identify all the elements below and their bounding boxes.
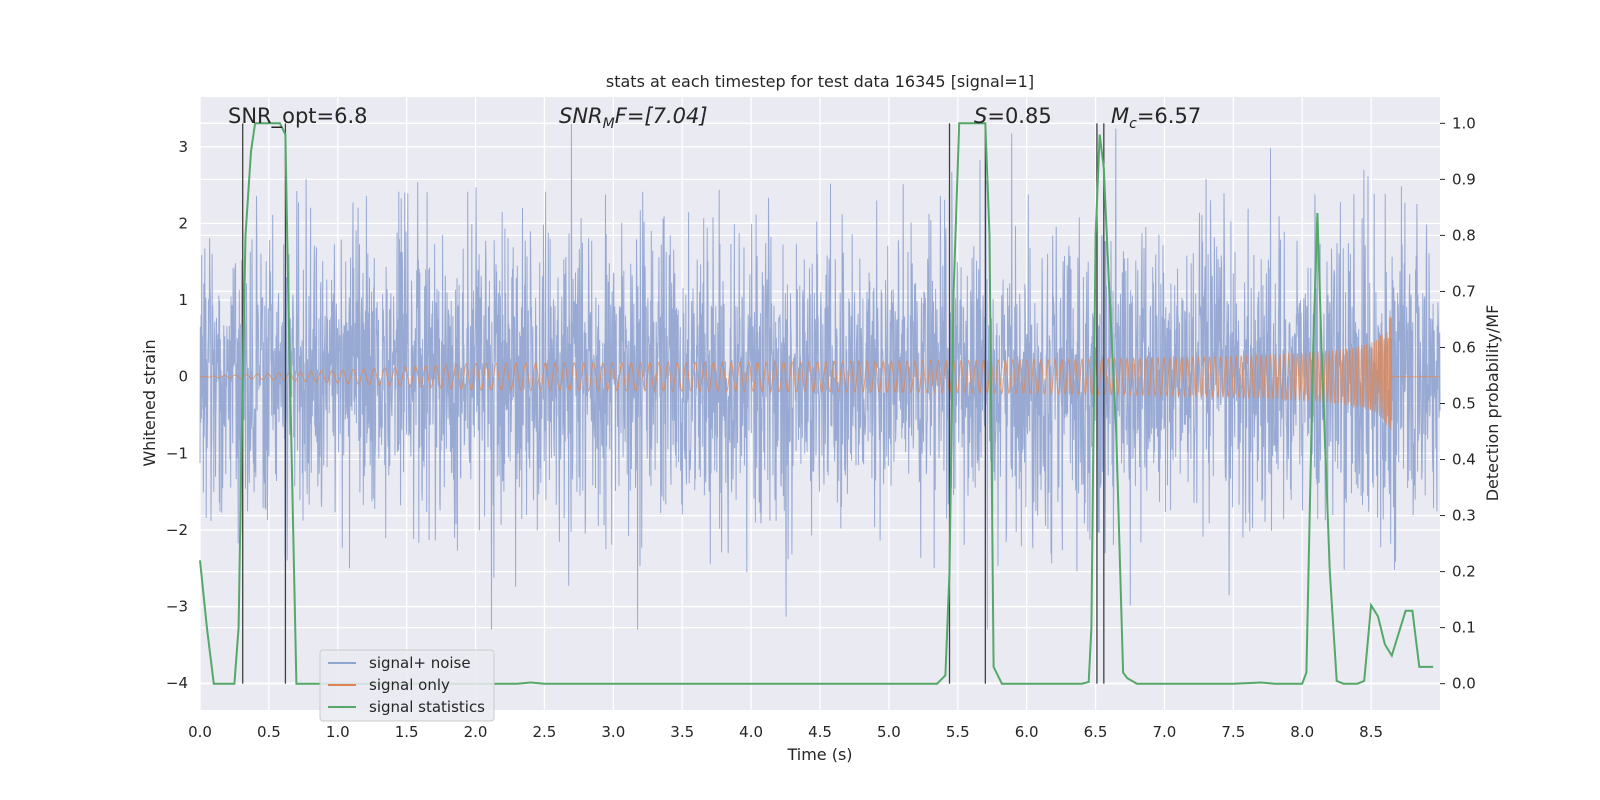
x-tick-label: 0.5 xyxy=(257,723,281,741)
s-value: =0.85 xyxy=(987,104,1051,128)
annotation-s: S=0.85 xyxy=(974,104,1052,128)
y-tick-label-left: 3 xyxy=(178,138,188,156)
snr-mf-subscript: M xyxy=(603,116,615,132)
x-tick-label: 0.0 xyxy=(188,723,212,741)
legend-label-stats: signal statistics xyxy=(369,698,485,716)
noise-series xyxy=(199,123,1441,630)
x-tick-label: 8.0 xyxy=(1290,723,1314,741)
signal-line xyxy=(200,316,1440,430)
x-tick-label: 2.5 xyxy=(533,723,557,741)
mc-symbol: M xyxy=(1111,104,1129,128)
legend-label-noise: signal+ noise xyxy=(369,654,471,672)
x-tick-label: 1.5 xyxy=(395,723,419,741)
x-tick-label: 8.5 xyxy=(1359,723,1383,741)
x-tick-label: 7.5 xyxy=(1221,723,1245,741)
chart-title: stats at each timestep for test data 163… xyxy=(606,72,1034,91)
x-tick-label: 1.0 xyxy=(326,723,350,741)
mc-value: =6.57 xyxy=(1137,104,1201,128)
noise-line xyxy=(199,123,1441,630)
legend-box xyxy=(319,649,495,722)
y-tick-label-right: 0.8 xyxy=(1452,226,1476,244)
y-axis-label-right: Detection probability/MF xyxy=(1483,305,1502,502)
y-tick-label-left: 1 xyxy=(178,291,188,309)
y-tick-label-left: −3 xyxy=(166,598,188,616)
x-axis-label: Time (s) xyxy=(786,745,852,764)
y-ticks-right: 1.0 0.9 0.8 0.7 0.6 0.5 0.4 0.3 0.2 0.1 0.0 xyxy=(1440,114,1476,693)
x-tick-label: 3.0 xyxy=(601,723,625,741)
x-tick-label: 6.5 xyxy=(1084,723,1108,741)
y-tick-label-right: 0.9 xyxy=(1452,170,1476,188)
y-tick-label-left: −4 xyxy=(166,674,188,692)
annotation-snr-opt: SNR_opt=6.8 xyxy=(228,104,368,129)
y-tick-label-right: 0.0 xyxy=(1452,675,1476,693)
y-tick-label-right: 0.2 xyxy=(1452,563,1476,581)
y-tick-label-right: 0.1 xyxy=(1452,619,1476,637)
y-tick-label-right: 0.6 xyxy=(1452,338,1476,356)
snr-mf-symbol: SNR xyxy=(559,104,603,128)
y-tick-label-left: −1 xyxy=(166,444,188,462)
y-tick-label-right: 1.0 xyxy=(1452,114,1476,132)
y-ticks-left: 3 2 1 0 −1 −2 −3 −4 xyxy=(166,138,188,692)
y-tick-label-left: 0 xyxy=(178,368,188,386)
x-tick-label: 5.0 xyxy=(877,723,901,741)
y-tick-label-right: 0.5 xyxy=(1452,395,1476,413)
annotation-mc: Mc=6.57 xyxy=(1111,104,1201,132)
y-axis-label-left: Whitened strain xyxy=(140,339,159,466)
y-tick-label-left: −2 xyxy=(166,521,188,539)
snr-mf-rest: F=[7.04] xyxy=(615,104,708,128)
mc-subscript: c xyxy=(1129,116,1137,132)
x-tick-label: 7.0 xyxy=(1153,723,1177,741)
legend: signal+ noise signal only signal statist… xyxy=(319,649,495,722)
x-tick-label: 4.0 xyxy=(739,723,763,741)
legend-label-signal: signal only xyxy=(369,676,450,694)
x-tick-label: 5.5 xyxy=(946,723,970,741)
y-tick-label-right: 0.7 xyxy=(1452,282,1476,300)
x-ticks: 0.0 0.5 1.0 1.5 2.0 2.5 3.0 3.5 4.0 4.5 5.0 5.5 6.0 6… xyxy=(188,723,1383,741)
x-tick-label: 2.0 xyxy=(464,723,488,741)
annotation-snr-mf: SNRMF=[7.04] xyxy=(559,104,708,132)
x-tick-label: 6.0 xyxy=(1015,723,1039,741)
x-tick-label: 3.5 xyxy=(670,723,694,741)
s-symbol: S xyxy=(974,104,987,128)
y-tick-label-right: 0.4 xyxy=(1452,451,1476,469)
y-tick-label-right: 0.3 xyxy=(1452,507,1476,525)
signal-series xyxy=(200,316,1440,430)
stats-series xyxy=(199,122,1434,685)
y-tick-label-left: 2 xyxy=(178,214,188,232)
stats-line xyxy=(199,122,1434,685)
x-tick-label: 4.5 xyxy=(808,723,832,741)
